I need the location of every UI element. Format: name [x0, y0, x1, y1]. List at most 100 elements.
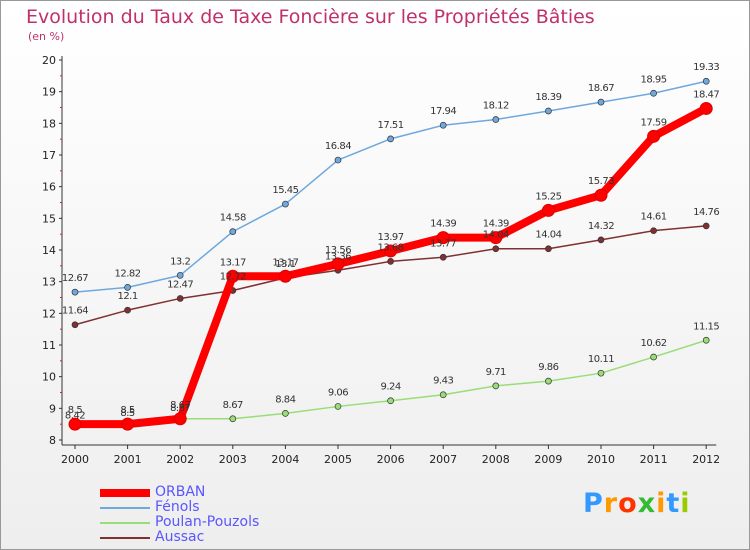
data-label: 14.04 — [535, 230, 561, 241]
logo-letter: i — [680, 488, 691, 519]
data-label: 18.67 — [588, 83, 614, 94]
data-point — [597, 98, 605, 106]
data-point — [650, 89, 657, 97]
data-label: 14.76 — [693, 207, 719, 218]
data-label: 9.86 — [538, 362, 558, 373]
data-label: 19.33 — [693, 62, 719, 73]
y-tick-label: 14 — [42, 244, 56, 257]
data-point — [436, 231, 450, 245]
data-label: 15.73 — [588, 176, 614, 187]
logo-letter: t — [666, 488, 681, 519]
logo-letter: i — [656, 488, 667, 519]
data-label: 18.39 — [535, 92, 561, 103]
data-point — [702, 336, 710, 344]
data-point — [71, 288, 79, 296]
data-point — [121, 417, 135, 431]
data-point — [650, 353, 657, 361]
y-tick-label: 12 — [42, 307, 56, 320]
data-label: 13.17 — [220, 257, 246, 268]
data-point — [594, 188, 608, 202]
data-point — [229, 415, 237, 423]
data-point — [384, 244, 398, 258]
data-label: 8.5 — [120, 405, 135, 416]
chart-subtitle: (en %) — [28, 30, 65, 43]
data-point — [226, 269, 240, 283]
data-point — [597, 236, 605, 244]
y-tick-label: 15 — [42, 212, 56, 225]
x-tick-label: 2008 — [482, 453, 510, 466]
x-tick-label: 2000 — [61, 453, 89, 466]
x-tick-label: 2005 — [324, 453, 352, 466]
data-point — [439, 121, 447, 129]
data-label: 18.47 — [693, 89, 719, 100]
x-tick-label: 2004 — [271, 453, 299, 466]
data-point — [334, 156, 342, 164]
data-point — [278, 269, 292, 283]
data-point — [541, 203, 555, 217]
data-label: 12.1 — [117, 291, 137, 302]
data-label: 14.04 — [483, 230, 509, 241]
y-tick-label: 20 — [42, 54, 56, 67]
y-tick-label: 19 — [42, 86, 56, 99]
data-label: 13.17 — [272, 257, 298, 268]
x-tick-label: 2002 — [166, 453, 194, 466]
data-point — [124, 284, 131, 291]
y-tick-label: 13 — [42, 276, 56, 289]
y-tick-label: 9 — [49, 402, 56, 415]
legend-swatch-fenols — [100, 507, 150, 509]
data-label: 18.12 — [483, 101, 509, 112]
y-tick-label: 17 — [42, 149, 56, 162]
data-label: 8.67 — [170, 403, 190, 414]
data-point — [702, 77, 710, 85]
legend-swatch-poulan-pouzols — [100, 522, 150, 524]
data-label: 14.39 — [483, 219, 509, 230]
data-label: 8.5 — [120, 408, 135, 419]
x-tick-label: 2007 — [429, 453, 457, 466]
data-point — [68, 417, 82, 431]
x-tick-label: 2011 — [640, 453, 668, 466]
data-label: 14.39 — [430, 219, 456, 230]
data-point — [176, 295, 184, 302]
data-label: 15.45 — [272, 185, 298, 196]
data-point — [229, 228, 237, 235]
x-tick-label: 2003 — [219, 453, 247, 466]
data-point — [492, 245, 500, 253]
data-point — [124, 306, 131, 314]
data-label: 13.97 — [378, 232, 404, 243]
data-label: 8.42 — [65, 411, 85, 422]
data-label: 13.2 — [170, 256, 190, 267]
data-label: 17.51 — [378, 120, 404, 131]
data-label: 8.5 — [68, 405, 83, 416]
proxiti-logo: Proxiti — [583, 488, 691, 519]
data-label: 11.64 — [62, 306, 88, 317]
x-tick-label: 2010 — [587, 453, 615, 466]
data-label: 18.95 — [641, 74, 667, 85]
data-label: 14.58 — [220, 213, 246, 224]
x-tick-label: 2001 — [114, 453, 142, 466]
logo-letter: o — [618, 488, 638, 519]
data-point — [647, 129, 661, 143]
x-tick-label: 2009 — [534, 453, 562, 466]
data-point — [176, 271, 184, 279]
legend-swatch-aussac — [100, 537, 150, 539]
legend-label-orban: ORBAN — [155, 484, 206, 500]
y-tick-label: 8 — [49, 434, 56, 447]
data-point — [71, 321, 79, 329]
data-label: 13.36 — [325, 251, 351, 262]
data-label: 15.25 — [535, 191, 561, 202]
logo-letter: x — [637, 488, 657, 519]
data-point — [545, 377, 552, 385]
data-label: 9.43 — [433, 376, 453, 387]
data-point — [597, 369, 605, 377]
data-label: 10.11 — [588, 354, 614, 365]
data-point — [282, 410, 289, 417]
data-label: 12.72 — [220, 272, 246, 283]
data-label: 8.67 — [170, 400, 190, 411]
legend-swatch-orban — [100, 489, 150, 497]
data-label: 17.94 — [430, 106, 456, 117]
legend-label-fenols: Fénols — [155, 499, 200, 515]
data-label: 17.59 — [641, 117, 667, 128]
data-label: 13.68 — [378, 242, 404, 253]
data-label: 13.1 — [275, 259, 295, 270]
